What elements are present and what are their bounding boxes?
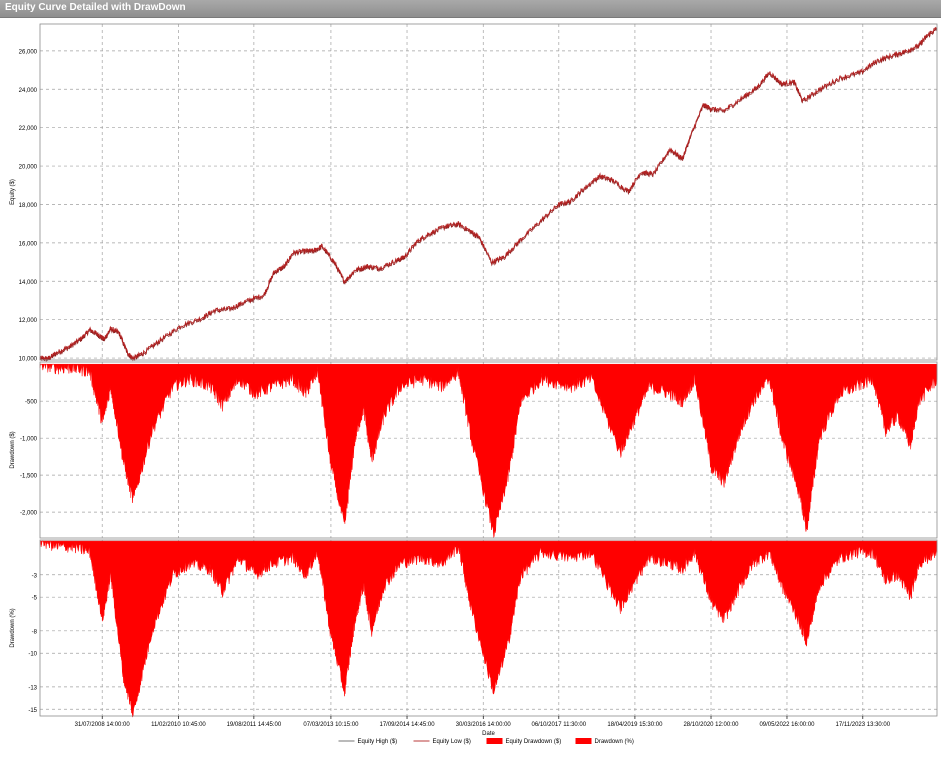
x-tick-label: 28/10/2020 12:00:00 xyxy=(683,722,739,728)
y-axis-label: Equity ($) xyxy=(10,179,16,205)
y-tick-label: 24,000 xyxy=(19,88,38,94)
y-tick-label: -3 xyxy=(32,573,38,579)
x-tick-label: 11/02/2010 10:45:00 xyxy=(151,722,206,728)
legend-swatch xyxy=(486,738,503,744)
y-tick-label: -15 xyxy=(28,708,37,714)
y-tick-label: 16,000 xyxy=(19,241,38,247)
label-layer: 10,000 12,000 14,000 16,000 18,000 20,000 22,0… xyxy=(10,49,891,737)
x-tick-label: 06/10/2017 11:30:00 xyxy=(532,722,587,728)
y-tick-label: 22,000 xyxy=(19,126,38,132)
y-tick-label: 26,000 xyxy=(19,49,38,55)
series-layer xyxy=(39,26,938,718)
panel-frame xyxy=(39,23,938,361)
y-tick-label: 12,000 xyxy=(19,318,38,324)
equity-drawdown-chart: 10,000 12,000 14,000 16,000 18,000 20,000 22,0… xyxy=(10,23,938,745)
y-tick-label: -1,000 xyxy=(20,437,38,443)
x-tick-label: 07/03/2013 10:15:00 xyxy=(303,722,359,728)
legend-label: Equity Drawdown ($) xyxy=(506,739,562,745)
y-tick-label: -5 xyxy=(32,596,38,602)
legend-swatch xyxy=(575,738,592,744)
legend-label: Equity High ($) xyxy=(358,739,398,745)
x-tick-label: 31/07/2008 14:00:00 xyxy=(75,722,131,728)
y-tick-label: 18,000 xyxy=(19,203,38,209)
axis-layer xyxy=(39,23,938,719)
y-tick-label: -500 xyxy=(25,400,38,406)
y-axis-label: Drawdown ($) xyxy=(10,431,16,468)
y-tick-label: -13 xyxy=(28,685,37,691)
y-tick-label: -1,500 xyxy=(20,474,38,480)
x-tick-label: 19/08/2011 14:45:00 xyxy=(227,722,282,728)
y-tick-label: 10,000 xyxy=(19,357,38,363)
equity-high-line xyxy=(39,26,938,360)
window-title: Equity Curve Detailed with DrawDown xyxy=(5,2,186,13)
equity-low-line xyxy=(39,28,938,362)
y-tick-label: -2,000 xyxy=(20,511,38,517)
x-tick-label: 09/05/2022 16:00:00 xyxy=(759,722,815,728)
equity_drawdown-area xyxy=(39,363,938,538)
panel-frame xyxy=(39,539,938,717)
legend-label: Equity Low ($) xyxy=(433,739,471,745)
grid-layer xyxy=(40,24,937,716)
x-tick-label: 17/11/2023 13:30:00 xyxy=(836,722,891,728)
y-tick-label: -8 xyxy=(32,629,38,635)
x-tick-label: 18/04/2019 15:30:00 xyxy=(607,722,663,728)
y-tick-label: -10 xyxy=(28,652,37,658)
x-axis-label: Date xyxy=(482,731,495,737)
y-tick-label: 14,000 xyxy=(19,280,38,286)
legend: Equity High ($) Equity Low ($) Equity Draw… xyxy=(338,738,634,745)
panel-frame xyxy=(39,361,938,539)
legend-label: Drawdown (%) xyxy=(595,739,634,745)
window-titlebar: Equity Curve Detailed with DrawDown xyxy=(0,0,941,18)
y-axis-label: Drawdown (%) xyxy=(10,608,16,647)
drawdown_pct-area xyxy=(40,540,938,718)
y-tick-label: 20,000 xyxy=(19,165,38,171)
x-tick-label: 17/09/2014 14:45:00 xyxy=(379,722,435,728)
x-tick-label: 30/03/2016 14:00:00 xyxy=(456,722,512,728)
